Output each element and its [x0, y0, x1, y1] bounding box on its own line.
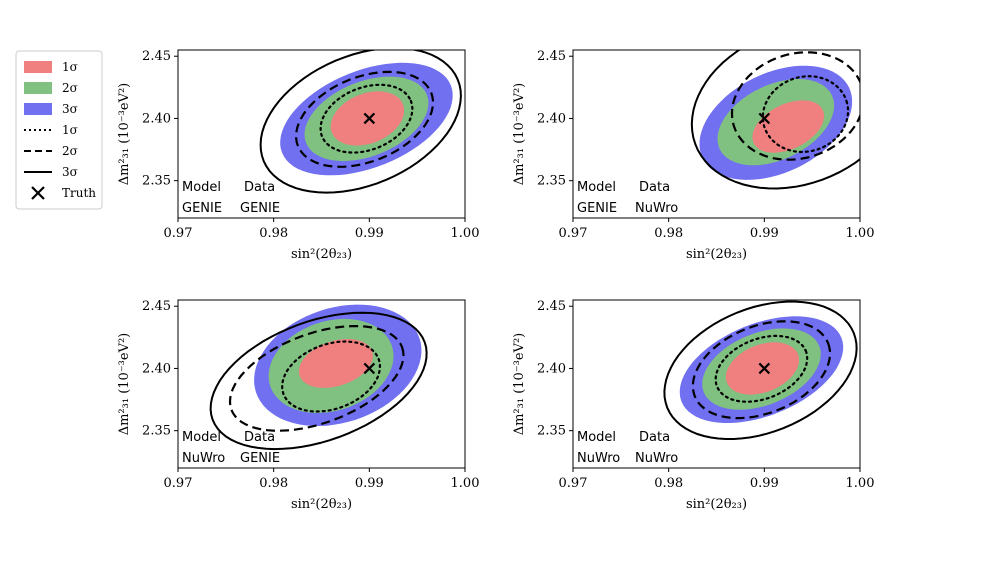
- legend-swatch-2: [24, 103, 52, 115]
- y-tick-label: 2.45: [142, 49, 171, 64]
- model-header: Model: [577, 180, 616, 195]
- x-tick-label: 0.97: [559, 476, 588, 491]
- line-contour-2sigma: [730, 51, 860, 161]
- filled-contour-1sigma: [330, 91, 405, 146]
- line-contour-3sigma: [209, 311, 428, 451]
- data-header: Data: [244, 180, 275, 195]
- model-header: Model: [182, 180, 221, 195]
- line-contour-2sigma: [691, 320, 832, 420]
- truth-marker: [758, 362, 771, 375]
- x-tick-label: 0.99: [355, 476, 384, 491]
- legend-label-1: 2σ: [62, 81, 78, 95]
- panel-2: 0.97 0.98 0.99 1.00 2.35 2.40 2.45 sin²(2θ₂₃) Δm…: [512, 49, 875, 262]
- panel-4: 0.97 0.98 0.99 1.00 2.35 2.40 2.45 sin²(2θ₂₃) Δm…: [512, 299, 874, 512]
- line-contour-2sigma: [228, 325, 405, 432]
- model-header: Model: [182, 430, 221, 445]
- axes-frame: [572, 49, 861, 219]
- x-axis-label: sin²(2θ₂₃): [291, 247, 352, 262]
- x-tick-label: 0.97: [164, 226, 193, 241]
- y-tick-label: 2.45: [142, 299, 171, 314]
- axes-frame: [572, 299, 861, 469]
- y-tick-label: 2.40: [142, 361, 171, 376]
- data-header: Data: [244, 430, 275, 445]
- x-tick-label: 0.97: [164, 476, 193, 491]
- filled-contour-1sigma: [298, 339, 373, 388]
- plot-area: [259, 50, 462, 194]
- data-name: NuWro: [635, 451, 678, 466]
- x-tick-label: 0.97: [559, 226, 588, 241]
- x-tick-label: 0.98: [654, 476, 683, 491]
- model-name: GENIE: [182, 201, 222, 216]
- plot-area: [690, 50, 860, 190]
- line-contour-3sigma: [259, 50, 462, 194]
- x-tick-label: 1.00: [451, 226, 480, 241]
- y-axis-label: Δm²₃₁ (10⁻³eV²): [512, 333, 527, 436]
- filled-contour-1sigma: [752, 100, 825, 153]
- y-tick-label: 2.45: [537, 299, 566, 314]
- legend-label-2: 3σ: [62, 102, 78, 116]
- y-tick-label: 2.40: [537, 111, 566, 126]
- y-tick-label: 2.45: [537, 49, 566, 64]
- x-tick-label: 0.99: [750, 226, 779, 241]
- filled-contour-1sigma: [725, 342, 799, 395]
- line-contour-3sigma: [663, 300, 858, 440]
- legend-label-0: 1σ: [62, 60, 78, 74]
- legend-label-4: 2σ: [62, 144, 78, 158]
- y-tick-label: 2.35: [537, 424, 566, 439]
- x-tick-label: 0.98: [259, 226, 288, 241]
- plot-area: [663, 300, 858, 440]
- panels: 0.97 0.98 0.99 1.00 2.35 2.40 2.45 sin²(2θ₂₃) Δm…: [117, 49, 875, 512]
- model-name: NuWro: [182, 451, 225, 466]
- model-name: GENIE: [577, 201, 617, 216]
- data-name: GENIE: [240, 451, 280, 466]
- data-name: GENIE: [240, 201, 280, 216]
- data-header: Data: [639, 180, 670, 195]
- y-axis-label: Δm²₃₁ (10⁻³eV²): [117, 83, 132, 186]
- y-tick-label: 2.40: [537, 361, 566, 376]
- legend-truth-marker: [31, 186, 45, 200]
- data-name: NuWro: [635, 201, 678, 216]
- line-contour-3sigma: [690, 50, 860, 190]
- x-tick-label: 0.99: [355, 226, 384, 241]
- line-contour-1sigma: [761, 75, 850, 154]
- x-tick-label: 0.98: [259, 476, 288, 491]
- x-axis-label: sin²(2θ₂₃): [686, 497, 747, 512]
- legend-swatch-1: [24, 82, 52, 94]
- line-contour-1sigma: [319, 83, 414, 154]
- x-tick-label: 0.98: [654, 226, 683, 241]
- data-header: Data: [639, 430, 670, 445]
- y-axis-label: Δm²₃₁ (10⁻³eV²): [117, 333, 132, 436]
- legend-label-3: 1σ: [62, 123, 78, 137]
- x-axis-label: sin²(2θ₂₃): [686, 247, 747, 262]
- panel-3: 0.97 0.98 0.99 1.00 2.35 2.40 2.45 sin²(2θ₂₃) Δm…: [117, 299, 479, 512]
- y-axis-label: Δm²₃₁ (10⁻³eV²): [512, 83, 527, 186]
- model-name: NuWro: [577, 451, 620, 466]
- line-contour-1sigma: [281, 340, 381, 413]
- x-tick-label: 1.00: [846, 476, 875, 491]
- x-tick-label: 0.99: [750, 476, 779, 491]
- model-header: Model: [577, 430, 616, 445]
- y-tick-label: 2.35: [537, 174, 566, 189]
- truth-marker: [758, 112, 771, 125]
- x-tick-label: 1.00: [846, 226, 875, 241]
- legend-swatch-0: [24, 61, 52, 73]
- truth-marker: [363, 362, 376, 375]
- legend-label-6: Truth: [62, 186, 96, 200]
- legend: 1σ 2σ 3σ 1σ 2σ 3σ Truth: [15, 50, 103, 210]
- line-contour-1sigma: [714, 334, 809, 403]
- panel-1: 0.97 0.98 0.99 1.00 2.35 2.40 2.45 sin²(2θ₂₃) Δm…: [117, 49, 480, 262]
- truth-marker: [363, 112, 376, 125]
- y-tick-label: 2.35: [142, 424, 171, 439]
- y-tick-label: 2.35: [142, 174, 171, 189]
- axes-frame: [177, 49, 466, 219]
- legend-label-5: 3σ: [62, 165, 78, 179]
- line-contour-2sigma: [294, 70, 435, 168]
- plot-area: [209, 304, 428, 451]
- x-tick-label: 1.00: [451, 476, 480, 491]
- axes-frame: [177, 299, 466, 469]
- x-axis-label: sin²(2θ₂₃): [291, 497, 352, 512]
- y-tick-label: 2.40: [142, 111, 171, 126]
